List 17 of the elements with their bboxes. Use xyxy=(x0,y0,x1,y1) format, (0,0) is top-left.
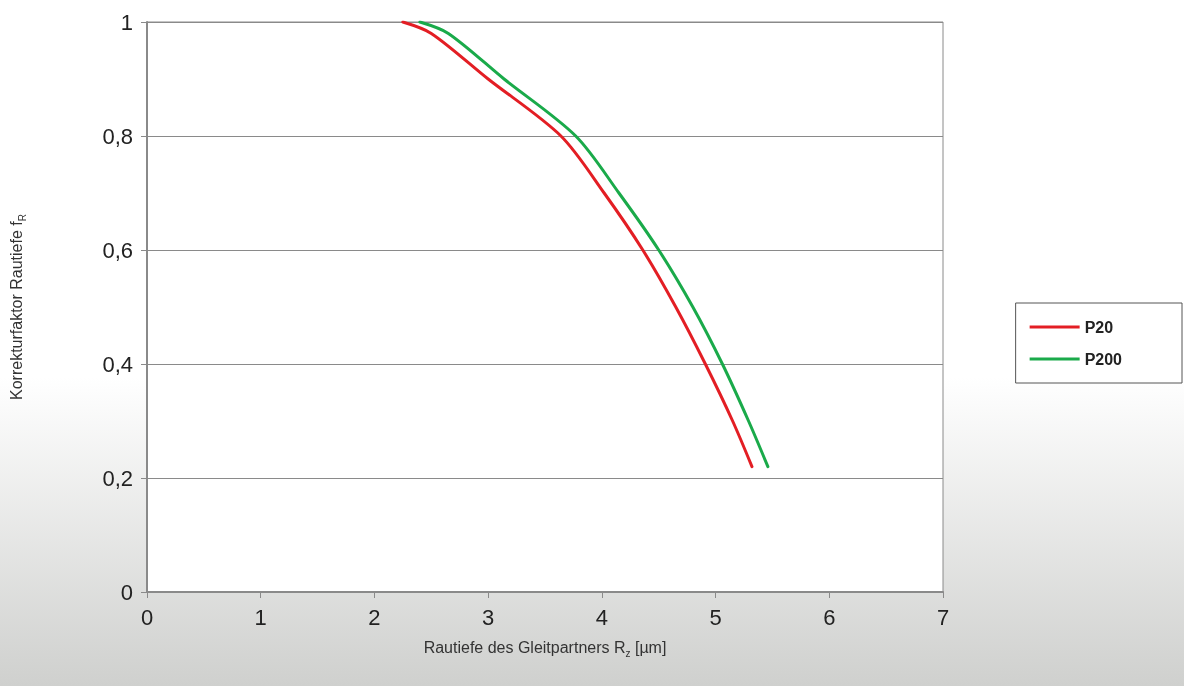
legend-label: P20 xyxy=(1084,318,1114,336)
y-axis-title: Korrekturfaktor Rautiefe fR xyxy=(7,214,28,400)
x-tick-label: 1 xyxy=(254,604,267,630)
x-tick-label: 5 xyxy=(709,604,722,630)
y-tick-label: 0,8 xyxy=(102,123,133,149)
x-tick-label: 7 xyxy=(936,604,950,630)
legend-label: P200 xyxy=(1084,350,1123,368)
y-tick-label: 0 xyxy=(120,579,133,605)
x-tick-label: 0 xyxy=(140,604,154,630)
x-tick-label: 3 xyxy=(482,604,495,630)
y-tick-label: 1 xyxy=(120,9,133,35)
x-tick-label: 4 xyxy=(595,604,608,630)
y-tick-label: 0,4 xyxy=(102,351,133,377)
y-tick-label: 0,2 xyxy=(102,465,133,491)
y-tick-label: 0,6 xyxy=(102,237,133,263)
x-tick-label: 2 xyxy=(368,604,381,630)
x-tick-label: 6 xyxy=(823,604,836,630)
